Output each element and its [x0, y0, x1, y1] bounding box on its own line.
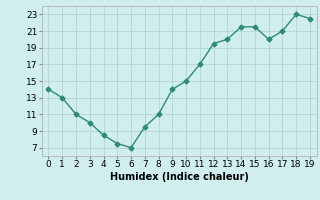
X-axis label: Humidex (Indice chaleur): Humidex (Indice chaleur) [110, 172, 249, 182]
